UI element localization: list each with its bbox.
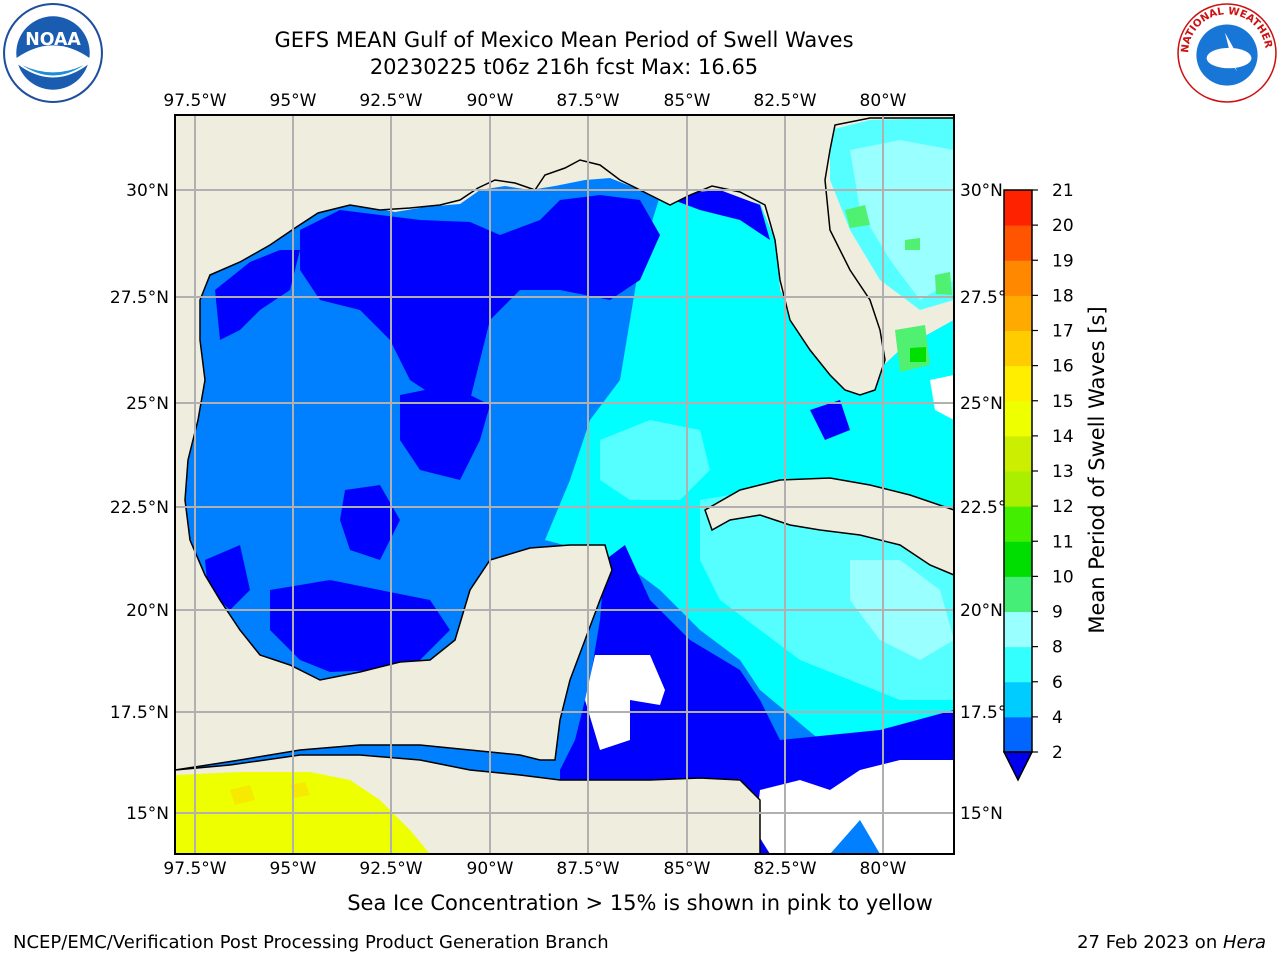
- colorbar-segment: [1004, 225, 1032, 261]
- lon-label-bottom: 92.5°W: [359, 859, 422, 879]
- ocean-swell-2-4s: [340, 485, 400, 560]
- colorbar-segment: [1004, 365, 1032, 402]
- lat-label-right: 30°N: [960, 181, 1003, 201]
- lon-label-top: 92.5°W: [359, 91, 422, 111]
- masked-area: [930, 375, 954, 420]
- colorbar-segment: [1004, 435, 1032, 472]
- lat-label-left: 30°N: [126, 181, 169, 201]
- colorbar-segment: [1004, 541, 1032, 577]
- lat-label-left: 15°N: [126, 804, 169, 824]
- lat-label-left: 25°N: [126, 394, 169, 414]
- colorbar-segment: [1004, 681, 1032, 718]
- map-gridlines: [175, 115, 954, 854]
- ocean-swell-9-10s: [850, 140, 954, 300]
- colorbar-segment: [1004, 295, 1032, 331]
- colorbar-tick-label: 15: [1052, 392, 1074, 412]
- lon-label-top: 85°W: [664, 91, 711, 111]
- colorbar-segment: [1004, 716, 1032, 753]
- date-text: 27 Feb 2023 on: [1077, 932, 1223, 953]
- sea-ice-patch: [230, 782, 310, 805]
- ocean-swell-2-4s: [215, 250, 300, 340]
- credit-text: NCEP/EMC/Verification Post Processing Pr…: [13, 932, 609, 953]
- colorbar-extend-arrow: [1002, 751, 1034, 782]
- lon-label-bottom: 85°W: [664, 859, 711, 879]
- colorbar-segment: [1004, 471, 1032, 507]
- date-stamp: 27 Feb 2023 on Hera: [1077, 932, 1266, 953]
- lat-label-right: 15°N: [960, 804, 1003, 824]
- ocean-swell-10-11s: [845, 205, 952, 372]
- colorbar-tick-label: 2: [1052, 743, 1063, 763]
- noaa-logo-text: NOAA: [25, 30, 81, 50]
- colorbar-segment: [1004, 400, 1032, 437]
- colorbar-tick-label: 14: [1052, 427, 1074, 447]
- colorbar-segment: [1004, 646, 1032, 683]
- colorbar-segment: [1004, 190, 1032, 226]
- lon-label-top: 82.5°W: [753, 91, 816, 111]
- lat-label-right: 20°N: [960, 601, 1003, 621]
- masked-area: [755, 760, 954, 854]
- map-frame: [174, 114, 955, 855]
- colorbar-segment: [1004, 330, 1032, 367]
- colorbar-tick-label: 13: [1052, 462, 1074, 482]
- noaa-logo-icon: NOAA: [3, 3, 103, 103]
- chart-subtitle: 20230225 t06z 216h fcst Max: 16.65: [369, 55, 759, 79]
- colorbar-tick-label: 18: [1052, 286, 1074, 306]
- lon-label-bottom: 97.5°W: [163, 859, 226, 879]
- colorbar-segment: [1004, 260, 1032, 296]
- colorbar-tick-label: 20: [1052, 216, 1074, 236]
- masked-area: [585, 655, 665, 750]
- colorbar-tick-label: 11: [1052, 532, 1074, 552]
- lon-label-top: 97.5°W: [163, 91, 226, 111]
- lon-label-bottom: 90°W: [467, 859, 514, 879]
- lat-label-left: 27.5°N: [110, 288, 169, 308]
- ocean-swell-2-4s: [270, 580, 450, 672]
- colorbar-tick-label: 17: [1052, 322, 1074, 342]
- colorbar-tick-label: 9: [1052, 603, 1063, 623]
- colorbar-tick-label: 21: [1052, 181, 1074, 201]
- lon-label-top: 87.5°W: [556, 91, 619, 111]
- national-weather-service-logo-icon: NATIONAL WEATHER SERVICE: [1176, 2, 1277, 103]
- colorbar-tick-label: 4: [1052, 708, 1063, 728]
- machine-name: Hera: [1222, 932, 1266, 953]
- lon-label-bottom: 82.5°W: [753, 859, 816, 879]
- colorbar: 2 4 6 8 9 10 11 12 13 14 15 16 17 18 19 20 21: [1002, 181, 1074, 782]
- ocean-swell-2-4s: [400, 385, 490, 480]
- colorbar-segment: [1004, 506, 1032, 542]
- land-cuba: [704, 477, 954, 576]
- ocean-swell-8-9s: [600, 420, 710, 500]
- lon-label-top: 90°W: [467, 91, 514, 111]
- colorbar-tick-label: 12: [1052, 497, 1074, 517]
- lat-label-left: 17.5°N: [110, 703, 169, 723]
- colorbar-tick-label: 19: [1052, 251, 1074, 271]
- lon-label-bottom: 80°W: [860, 859, 907, 879]
- colorbar-tick-label: 8: [1052, 638, 1063, 658]
- ocean-swell-11-12s: [910, 347, 926, 362]
- lat-label-left: 20°N: [126, 601, 169, 621]
- lon-label-top: 80°W: [860, 91, 907, 111]
- ocean-swell-2-4s: [810, 400, 850, 440]
- lon-label-bottom: 87.5°W: [556, 859, 619, 879]
- colorbar-label: Mean Period of Swell Waves [s]: [1085, 306, 1109, 634]
- lon-label-top: 95°W: [270, 91, 317, 111]
- lat-label-left: 22.5°N: [110, 498, 169, 518]
- colorbar-tick-label: 10: [1052, 567, 1074, 587]
- lon-label-bottom: 95°W: [270, 859, 317, 879]
- colorbar-segment: [1004, 576, 1032, 612]
- sea-ice-note: Sea Ice Concentration > 15% is shown in …: [347, 891, 933, 915]
- lat-label-right: 25°N: [960, 394, 1003, 414]
- colorbar-segment: [1004, 611, 1032, 648]
- land-north-america: [175, 115, 954, 771]
- colorbar-tick-label: 16: [1052, 357, 1074, 377]
- chart-title: GEFS MEAN Gulf of Mexico Mean Period of …: [274, 28, 854, 52]
- colorbar-tick-label: 6: [1052, 673, 1063, 693]
